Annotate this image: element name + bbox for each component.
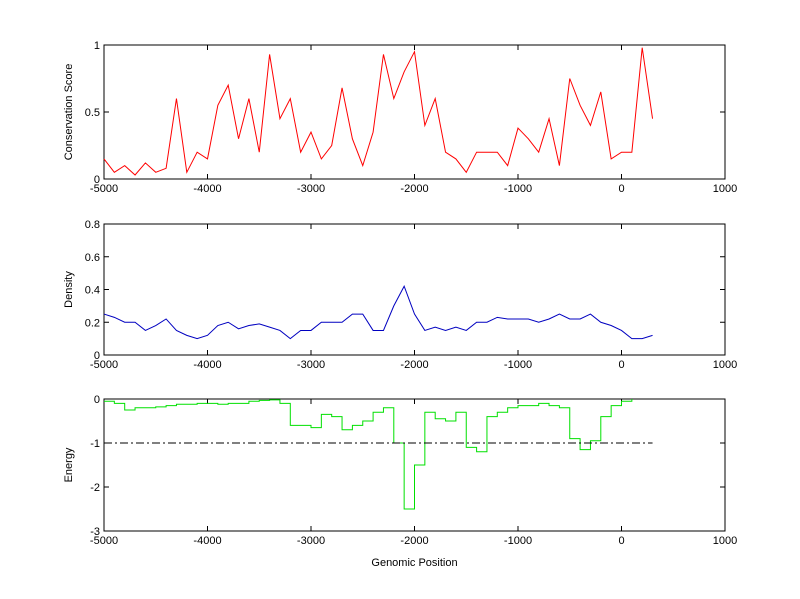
x-tick-label: 0 [618,535,624,547]
x-tick-label: 0 [618,183,624,195]
x-tick-label: -5000 [90,535,118,547]
data-line [104,399,633,510]
x-tick-label: -2000 [400,359,428,371]
data-line [103,47,654,176]
x-tick-label: -3000 [297,535,325,547]
y-axis-label: Conservation Score [63,64,75,161]
x-tick-label: -5000 [90,359,118,371]
y-tick-label: -1 [90,438,100,450]
y-tick-label: 0.8 [85,219,100,231]
x-tick-label: -1000 [504,183,532,195]
y-tick-label: 0 [94,350,100,362]
x-tick-label: 0 [618,359,624,371]
x-tick-label: -2000 [400,535,428,547]
x-tick-label: 1000 [713,535,737,547]
y-tick-label: 0 [94,174,100,186]
y-tick-label: 0.5 [85,107,100,119]
x-tick-label: -4000 [193,359,221,371]
axes-box [103,223,726,356]
x-tick-label: 1000 [713,359,737,371]
y-tick-label: 0.2 [85,317,100,329]
y-axis-label: Density [63,271,75,308]
x-tick-label: -2000 [400,183,428,195]
y-tick-label: 0.6 [85,252,100,264]
y-tick-label: 1 [94,40,100,52]
x-tick-label: -5000 [90,183,118,195]
data-line [103,285,653,340]
x-tick-label: -1000 [504,535,532,547]
axes-box [103,44,726,180]
x-tick-label: -4000 [193,183,221,195]
y-tick-label: 0 [94,394,100,406]
y-tick-label: -2 [90,482,100,494]
x-axis-label: Genomic Position [371,557,457,569]
x-tick-label: 1000 [713,183,737,195]
x-tick-label: -4000 [193,535,221,547]
x-tick-label: -3000 [297,183,325,195]
x-tick-label: -1000 [504,359,532,371]
y-tick-label: -3 [90,526,100,538]
y-tick-label: 0.4 [85,285,100,297]
x-tick-label: -3000 [297,359,325,371]
y-axis-label: Energy [63,447,75,482]
